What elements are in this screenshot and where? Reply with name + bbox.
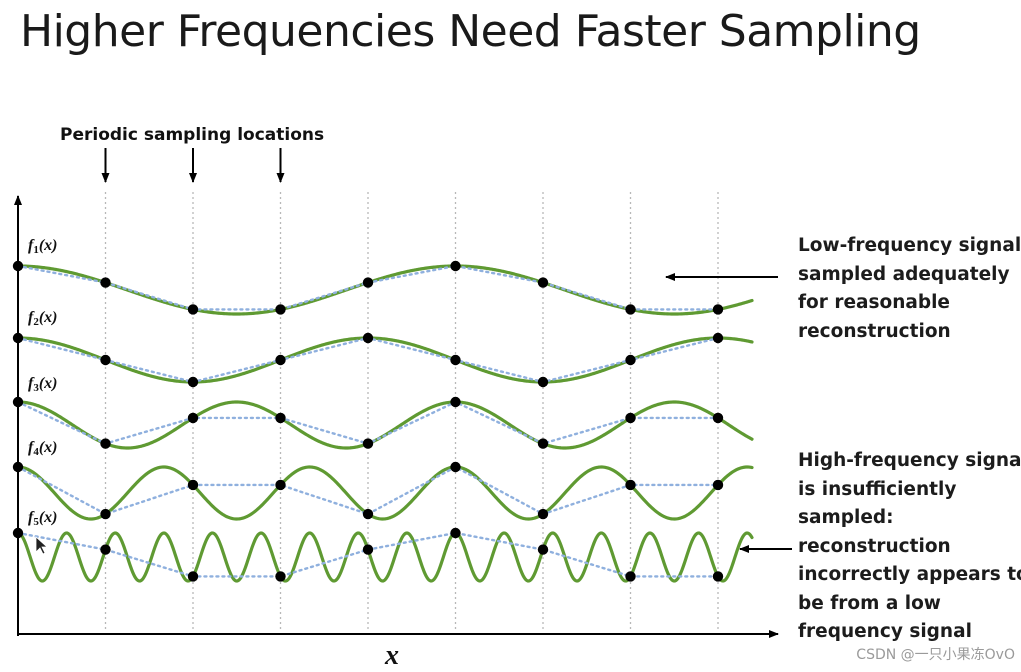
sample-point <box>625 354 636 366</box>
sample-point <box>625 479 636 491</box>
sample-point <box>362 508 374 520</box>
signal-label-4: f4(x) <box>28 439 57 458</box>
low-note-line: sampled adequately <box>798 263 1010 285</box>
low-frequency-note: Low-frequency signal: sampled adequately f… <box>798 232 1021 346</box>
sample-point <box>537 376 549 388</box>
signal-row-f3 <box>12 396 754 450</box>
sample-point <box>450 396 461 408</box>
sample-point <box>12 527 24 539</box>
high-note-line: reconstruction <box>798 535 951 557</box>
sample-arrows <box>101 148 285 183</box>
sample-point <box>450 461 461 473</box>
slide-title: Higher Frequencies Need Faster Sampling <box>20 6 921 57</box>
high-note-line: incorrectly appears to <box>798 564 1021 585</box>
signal-curve-f2 <box>16 336 754 384</box>
sample-point <box>275 304 286 315</box>
sample-point <box>537 508 549 520</box>
sample-point <box>712 332 724 344</box>
low-note-line: Low-frequency signal: <box>798 235 1021 256</box>
signal-labels: f1(x) f2(x) f3(x) f4(x) f5(x) <box>28 237 57 528</box>
mouse-cursor-icon <box>35 536 49 555</box>
signal-row-f4 <box>12 461 754 521</box>
csdn-watermark: CSDN @一只小果冻OvO <box>856 647 1015 663</box>
sample-point <box>450 260 461 272</box>
sample-point <box>187 376 199 388</box>
sample-point <box>712 479 724 491</box>
signal-curve-f5 <box>16 531 754 583</box>
sample-point <box>537 438 549 449</box>
signal-row-f1 <box>12 260 754 316</box>
high-note-line: High-frequency signal <box>798 450 1021 471</box>
high-note-line: frequency signal <box>798 621 972 642</box>
sample-point <box>712 412 724 424</box>
sample-point <box>275 571 286 582</box>
sample-point <box>12 461 24 473</box>
sample-point <box>100 354 111 366</box>
high-note-line: is insufficiently <box>798 478 957 500</box>
sample-point <box>275 479 286 491</box>
high-frequency-note: High-frequency signal is insufficiently sa… <box>798 447 1021 647</box>
sample-point <box>450 527 461 539</box>
signal-curve-f4 <box>16 465 754 521</box>
reconstruction-line-f4 <box>16 465 720 516</box>
sampling-locations-label: Periodic sampling locations <box>60 125 324 145</box>
sample-point <box>275 354 286 366</box>
sample-point <box>100 438 111 449</box>
reconstruction-line-f2 <box>16 336 720 384</box>
sample-point <box>625 571 636 582</box>
sample-point <box>625 412 636 424</box>
sample-point <box>362 438 374 449</box>
high-note-line: sampled: <box>798 507 894 528</box>
sample-point <box>537 277 549 288</box>
signal-curve-f3 <box>16 400 754 450</box>
signal-row-f5 <box>12 527 754 583</box>
sample-point <box>187 479 199 491</box>
x-axis-label: x <box>384 640 399 671</box>
high-note-line: be from a low <box>798 592 941 614</box>
sample-point <box>450 354 461 366</box>
sample-point <box>362 277 374 288</box>
sample-point <box>625 304 636 315</box>
sample-point <box>712 571 724 582</box>
low-note-line: for reasonable <box>798 292 950 313</box>
sample-point <box>12 260 24 272</box>
signal-label-3: f3(x) <box>28 375 57 394</box>
signal-label-1: f1(x) <box>28 237 57 256</box>
sample-point <box>275 412 286 424</box>
low-note-line: reconstruction <box>798 320 951 342</box>
sample-point <box>100 277 111 288</box>
sample-point <box>100 544 111 555</box>
sample-point <box>12 396 24 408</box>
sample-lines <box>104 192 719 630</box>
signal-label-2: f2(x) <box>28 309 57 328</box>
signal-curve-f1 <box>16 264 754 316</box>
sample-point <box>712 304 724 315</box>
sample-point <box>362 332 374 344</box>
sample-point <box>187 304 199 315</box>
sample-point <box>537 544 549 555</box>
sample-point <box>362 544 374 555</box>
signal-label-5: f5(x) <box>28 509 57 528</box>
signal-row-f2 <box>12 332 754 388</box>
sample-point <box>187 412 199 424</box>
sample-point <box>12 332 24 344</box>
sample-point <box>187 571 199 582</box>
signal-rows <box>12 260 754 583</box>
sample-point <box>100 508 111 520</box>
